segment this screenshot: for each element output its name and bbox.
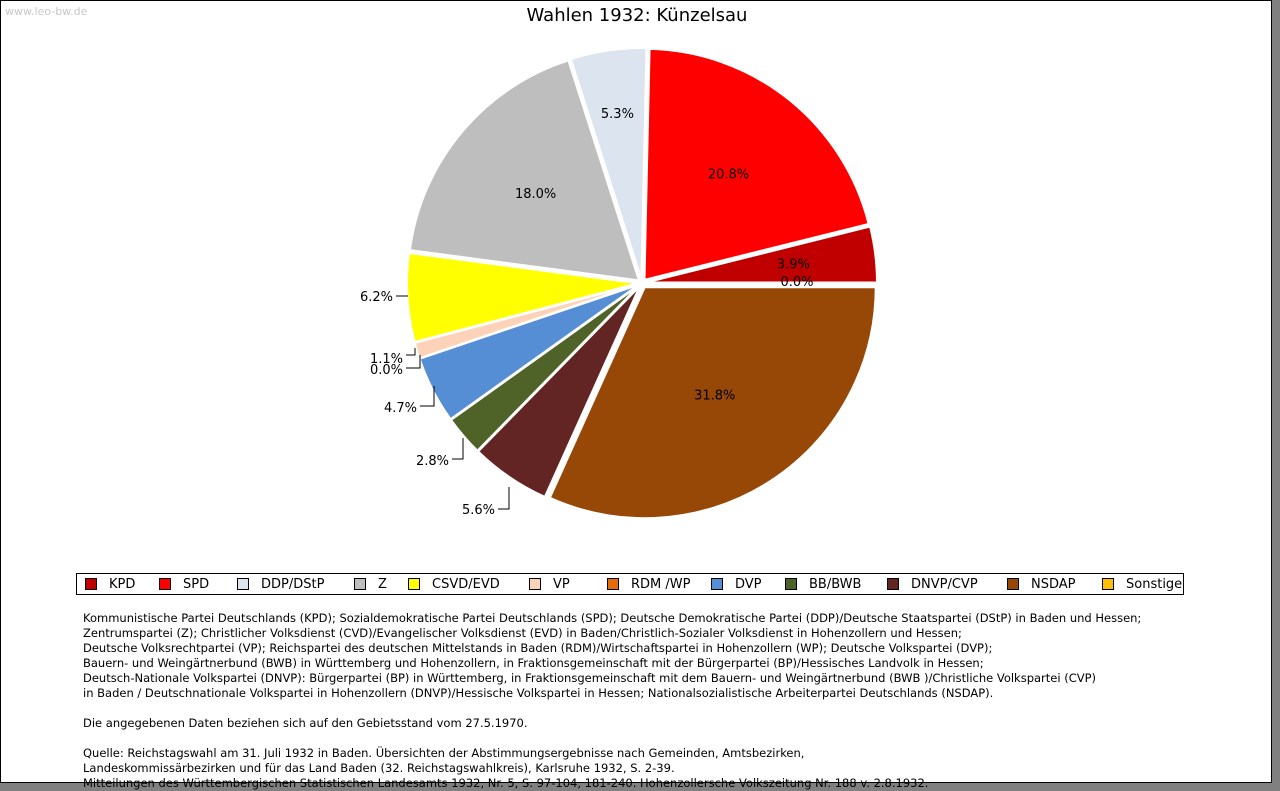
legend-label: DNVP/CVP xyxy=(911,577,978,592)
legend-item-bb-bwb: BB/BWB xyxy=(785,577,861,592)
legend-item-vp: VP xyxy=(529,577,570,592)
chart-title: Wahlen 1932: Künzelsau xyxy=(526,5,748,26)
legend-label: DDP/DStP xyxy=(261,577,325,592)
legend-swatch xyxy=(159,577,171,590)
legend-label: VP xyxy=(553,577,570,592)
legend-swatch xyxy=(237,577,249,590)
pie-slice-spd xyxy=(643,47,870,282)
source-line: Quelle: Reichstagswahl am 31. Juli 1932 … xyxy=(83,746,805,760)
legend-item-spd: SPD xyxy=(159,577,209,592)
pie-slice-ddp-dstp xyxy=(569,47,648,280)
slice-label-csvd-evd: 6.2% xyxy=(360,290,393,305)
slice-label-sonstige: 0.0% xyxy=(780,275,813,290)
legend-swatch xyxy=(887,577,899,590)
legend-item-ddp-dstp: DDP/DStP xyxy=(237,577,324,592)
legend-swatch xyxy=(1102,577,1114,590)
legend-swatch xyxy=(1007,577,1019,590)
territory-note: Die angegebenen Daten beziehen sich auf … xyxy=(83,716,528,730)
legend-label: RDM /WP xyxy=(631,577,691,592)
slice-label-ddp-dstp: 5.3% xyxy=(601,107,634,122)
note-line: Kommunistische Partei Deutschlands (KPD)… xyxy=(83,611,1142,625)
pie-chart: 3.9%20.8%5.3%18.0%6.2%1.1%0.0%4.7%2.8%5.… xyxy=(360,47,878,520)
pie-slice-dnvp-cvp xyxy=(476,285,641,499)
legend-swatch xyxy=(354,577,366,590)
legend-label: SPD xyxy=(183,577,210,592)
legend-label: NSDAP xyxy=(1031,577,1076,592)
legend-swatch xyxy=(607,577,619,590)
legend-label: Z xyxy=(378,577,387,592)
legend-item-rdm-wp: RDM /WP xyxy=(607,577,690,592)
slice-label-vp: 1.1% xyxy=(370,352,403,367)
legend-swatch xyxy=(711,577,723,590)
leader-line-rdm-wp xyxy=(406,355,421,369)
pie-slice-bb-bwb xyxy=(449,284,640,453)
legend-label: CSVD/EVD xyxy=(432,577,500,592)
slice-label-dnvp-cvp: 5.6% xyxy=(462,503,495,518)
legend-item-kpd: KPD xyxy=(85,577,135,592)
legend-label: KPD xyxy=(109,577,136,592)
legend: KPD SPD DDP/DStP Z CSVD/EVD VP RDM /WP DVP BB/BW… xyxy=(76,573,1184,595)
note-line: Zentrumspartei (Z); Christlicher Volksdi… xyxy=(83,626,962,640)
leader-line-dnvp-cvp xyxy=(498,487,510,510)
note-line: Bauern- und Weingärtnerbund (BWB) in Wür… xyxy=(83,656,984,670)
note-line: in Baden / Deutschnationale Volkspartei … xyxy=(83,686,994,700)
slice-label-bb-bwb: 2.8% xyxy=(416,454,449,469)
notes: Kommunistische Partei Deutschlands (KPD)… xyxy=(83,611,1243,791)
legend-label: Sonstige xyxy=(1126,577,1183,592)
watermark: www.leo-bw.de xyxy=(5,5,88,18)
legend-swatch xyxy=(408,577,420,590)
legend-swatch xyxy=(529,577,541,590)
source-line: Landeskommissärbezirken und für das Land… xyxy=(83,761,675,775)
slice-label-kpd: 3.9% xyxy=(777,257,810,272)
pie-slice-nsdap xyxy=(548,286,877,520)
legend-item-nsdap: NSDAP xyxy=(1007,577,1076,592)
leader-line-bb-bwb xyxy=(452,438,464,460)
leader-line-vp xyxy=(406,348,416,356)
legend-label: DVP xyxy=(735,577,762,592)
slice-label-z: 18.0% xyxy=(515,187,556,202)
leader-line-dvp xyxy=(420,386,435,407)
note-line: Deutsch-Nationale Volkspartei (DNVP): Bü… xyxy=(83,671,1097,685)
legend-swatch xyxy=(85,577,97,590)
legend-swatch xyxy=(785,577,797,590)
slice-label-dvp: 4.7% xyxy=(384,401,417,416)
legend-item-z: Z xyxy=(354,577,387,592)
legend-item-csvd-evd: CSVD/EVD xyxy=(408,577,500,592)
slice-label-spd: 20.8% xyxy=(708,168,749,183)
slice-label-nsdap: 31.8% xyxy=(694,389,735,404)
legend-label: BB/BWB xyxy=(809,577,862,592)
note-line: Deutsche Volksrechtpartei (VP); Reichspa… xyxy=(83,641,993,655)
pie-slice-kpd xyxy=(645,225,878,284)
slice-label-rdm-wp: 0.0% xyxy=(370,363,403,378)
legend-item-dvp: DVP xyxy=(711,577,762,592)
source-line: Mitteilungen des Württembergischen Stati… xyxy=(83,776,929,790)
pie-slice-z xyxy=(408,59,641,282)
pie-slice-csvd-evd xyxy=(406,251,639,344)
legend-item-sonstige: Sonstige xyxy=(1102,577,1182,592)
legend-item-dnvp-cvp: DNVP/CVP xyxy=(887,577,978,592)
